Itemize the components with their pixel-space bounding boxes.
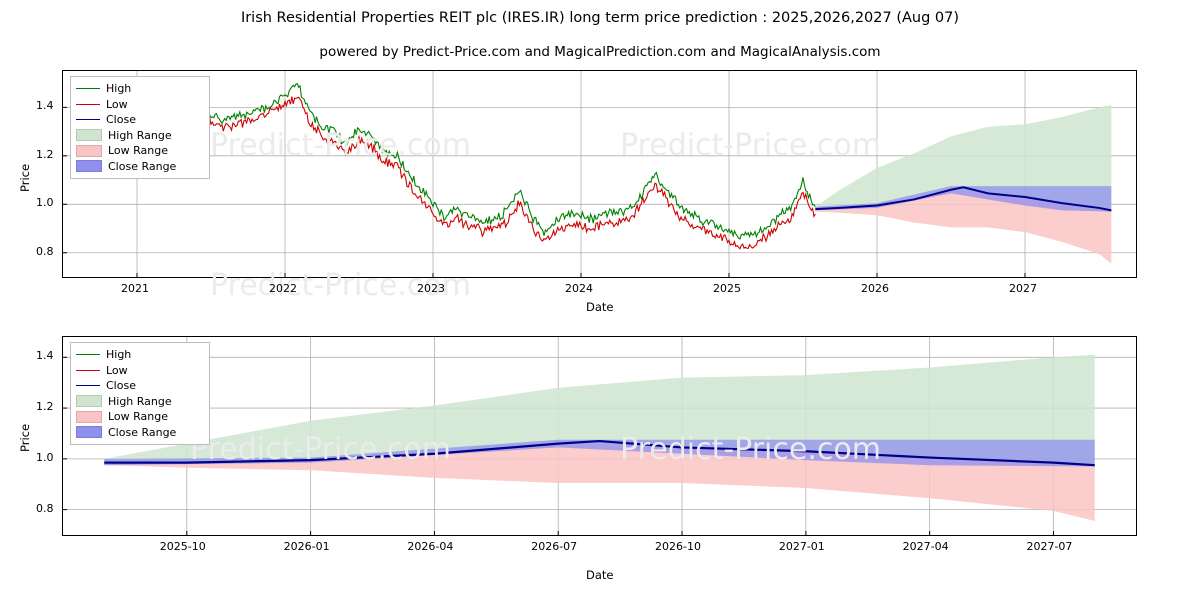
top-ytick: 1.2: [36, 147, 54, 161]
bottom-legend-item: High: [76, 347, 203, 363]
legend-line-swatch: [76, 369, 100, 371]
top-xtick: 2026: [861, 282, 889, 295]
top-xtick: 2024: [565, 282, 593, 295]
legend-patch-swatch: [76, 426, 102, 439]
bottom-xtick: 2026-04: [407, 540, 454, 553]
top-legend-item: Low Range: [76, 143, 203, 159]
bottom-chart-canvas: [63, 337, 1136, 535]
legend-line-swatch: [76, 354, 100, 356]
legend-label: High: [106, 348, 132, 361]
top-chart-canvas: [63, 71, 1136, 277]
legend-line-swatch: [76, 88, 100, 90]
legend-label: Close Range: [108, 159, 177, 173]
top-legend-item: High: [76, 81, 203, 97]
bottom-ytick: 1.0: [36, 450, 54, 464]
legend-patch-swatch: [76, 144, 102, 157]
bottom-ylabel: Price: [18, 423, 32, 452]
top-ylabel: Price: [18, 163, 32, 192]
bottom-xlabel: Date: [586, 568, 614, 582]
legend-patch-swatch: [76, 129, 102, 142]
bottom-xtick: 2026-10: [655, 540, 701, 553]
top-chart-panel: [62, 70, 1137, 278]
top-xlabel: Date: [586, 300, 614, 314]
top-xtick: 2027: [1009, 282, 1037, 295]
legend-patch-swatch: [76, 410, 102, 423]
top-legend-item: Low: [76, 97, 203, 113]
legend-label: Low Range: [108, 144, 169, 157]
bottom-legend-item: Low: [76, 363, 203, 379]
legend-label: Low: [106, 363, 128, 377]
bottom-xtick: 2025-10: [159, 540, 206, 553]
legend-line-swatch: [76, 119, 100, 121]
page-title: Irish Residential Properties REIT plc (I…: [240, 10, 960, 26]
top-xtick: 2021: [121, 282, 149, 295]
bottom-xtick: 2027-07: [1026, 540, 1073, 553]
top-legend-item: Close: [76, 112, 203, 128]
legend-label: Close: [106, 113, 136, 126]
top-legend-item: High Range: [76, 128, 203, 144]
legend-line-swatch: [76, 103, 100, 105]
bottom-xtick: 2026-07: [531, 540, 578, 553]
bottom-legend-item: High Range: [76, 394, 203, 410]
legend-label: Low Range: [108, 410, 169, 423]
top-legend: High Low Close High Range Low Range Close Ran…: [70, 76, 210, 179]
top-ytick: 0.8: [36, 244, 54, 258]
bottom-xtick: 2026-01: [283, 540, 330, 553]
legend-label: Low: [106, 97, 128, 111]
bottom-xtick: 2027-04: [902, 540, 949, 553]
page-subtitle: powered by Predict-Price.com and Magical…: [319, 44, 881, 60]
top-xtick: 2022: [269, 282, 297, 295]
legend-line-swatch: [76, 385, 100, 387]
top-ytick: 1.4: [36, 99, 54, 113]
bottom-chart-panel: [62, 336, 1137, 536]
bottom-xtick: 2027-01: [778, 540, 825, 553]
legend-label: Close Range: [108, 425, 177, 439]
top-xtick: 2025: [713, 282, 741, 295]
legend-label: High Range: [108, 128, 172, 142]
bottom-legend: High Low Close High Range Low Range Close Ran…: [70, 342, 210, 445]
bottom-legend-item: Close: [76, 378, 203, 394]
bottom-legend-item: Close Range: [76, 425, 203, 441]
top-ytick: 1.0: [36, 196, 54, 210]
bottom-ytick: 1.4: [36, 349, 54, 363]
legend-label: High Range: [108, 394, 172, 408]
bottom-ytick: 1.2: [36, 400, 54, 414]
legend-label: Close: [106, 379, 136, 392]
top-xtick: 2023: [417, 282, 445, 295]
bottom-ytick: 0.8: [36, 501, 54, 515]
legend-label: High: [106, 82, 132, 95]
legend-patch-swatch: [76, 395, 102, 408]
top-legend-item: Close Range: [76, 159, 203, 175]
bottom-legend-item: Low Range: [76, 409, 203, 425]
legend-patch-swatch: [76, 160, 102, 173]
